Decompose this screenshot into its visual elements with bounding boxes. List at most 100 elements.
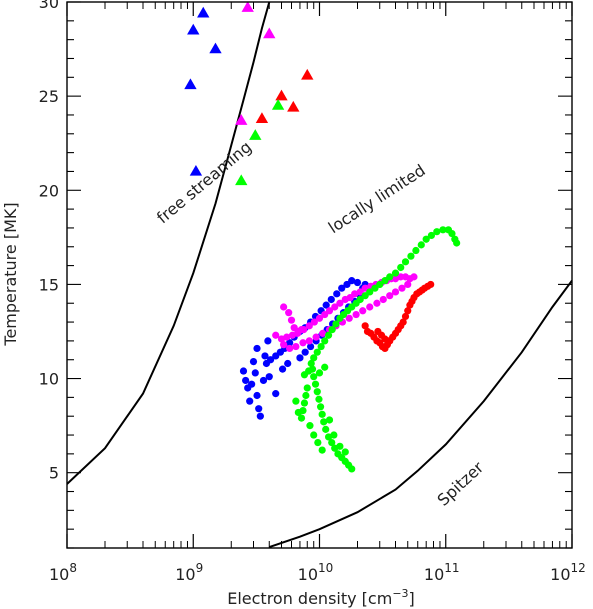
circle-point (327, 295, 335, 304)
triangle-point (209, 42, 222, 54)
circle-point (384, 337, 392, 345)
circle-point (283, 333, 291, 341)
triangle-point (241, 2, 254, 12)
circle-point (322, 301, 330, 309)
circle-point (333, 290, 341, 298)
circle-point (264, 337, 272, 345)
triangle-point (271, 99, 285, 110)
circle-point (407, 252, 415, 260)
circle-point (439, 226, 447, 234)
triangle-point (287, 100, 300, 112)
circle-point (334, 450, 342, 458)
circle-point (286, 344, 294, 353)
circle-point (301, 348, 309, 356)
circle-point (305, 337, 313, 345)
circle-point (322, 425, 330, 433)
circle-point (401, 312, 410, 321)
data-points (184, 2, 461, 473)
circle-point (356, 295, 364, 304)
circle-point (359, 307, 367, 315)
circle-point (448, 229, 456, 238)
circle-point (299, 339, 307, 347)
circle-point (404, 307, 412, 315)
x-tick-label: 1011 (424, 561, 460, 584)
plot-frame (66, 1, 573, 549)
y-axis-ticks: 5 10 15 20 25 30 (39, 0, 572, 549)
y-axis-title: Temperature [MK] (1, 202, 20, 346)
circle-point (391, 269, 400, 277)
circle-point (328, 326, 336, 334)
triangle-point (235, 174, 248, 186)
circle-point (315, 369, 324, 377)
circle-point (288, 331, 296, 339)
circle-point (319, 329, 327, 337)
circle-point (324, 331, 333, 339)
circle-point (303, 384, 311, 392)
circle-point (306, 422, 314, 430)
circle-point (249, 358, 258, 366)
circle-point (278, 365, 287, 373)
x-tick-label: 1010 (298, 561, 334, 584)
circle-point (353, 278, 362, 287)
triangle-point (184, 78, 197, 90)
circle-point (300, 399, 309, 407)
y-tick-label: 5 (49, 464, 59, 483)
circle-point (272, 390, 280, 398)
circle-point (328, 438, 336, 447)
circle-point (246, 397, 254, 405)
circle-point (332, 320, 340, 328)
triangle-point (275, 89, 288, 101)
triangle-point (187, 23, 200, 35)
circle-point (251, 369, 259, 377)
circle-point (315, 395, 323, 403)
curve-Spitzer (268, 280, 572, 548)
circle-point (320, 418, 328, 426)
circle-point (351, 290, 359, 298)
triangle-point (249, 129, 262, 140)
circle-point (412, 246, 420, 255)
circle-point (239, 367, 248, 375)
circle-point (331, 303, 339, 311)
circle-point (404, 280, 412, 289)
circle-point (248, 380, 256, 388)
circle-point (379, 295, 387, 304)
circle-point (310, 354, 318, 362)
circle-point (310, 318, 318, 326)
curve-free-streaming (67, 2, 271, 485)
circle-point (253, 344, 261, 353)
circle-point (341, 448, 349, 456)
circle-point (336, 299, 344, 307)
x-tick-label: 109 (175, 561, 203, 584)
circle-point (314, 438, 322, 447)
circle-point (356, 288, 364, 296)
circle-point (297, 414, 306, 422)
annotation-Spitzer: Spitzer (434, 457, 488, 509)
circle-point (422, 235, 430, 243)
x-tick-label: 108 (49, 561, 77, 584)
y-tick-label: 10 (39, 370, 59, 389)
circle-point (305, 322, 313, 330)
circle-point (302, 391, 310, 400)
circle-point (336, 442, 344, 450)
circle-point (310, 373, 318, 381)
circle-point (259, 376, 268, 385)
circle-point (265, 373, 273, 381)
y-tick-label: 15 (39, 275, 59, 294)
circle-point (361, 322, 369, 330)
circle-point (318, 446, 326, 454)
circle-point (366, 303, 374, 311)
circle-point (348, 277, 356, 285)
circle-point (316, 403, 325, 411)
circle-point (284, 359, 292, 368)
circle-point (313, 348, 321, 356)
circle-point (386, 292, 394, 300)
circle-point (398, 284, 406, 292)
circle-point (386, 273, 394, 281)
circle-point (391, 288, 400, 296)
circle-point (267, 356, 275, 364)
circle-point (352, 310, 360, 319)
circle-point (280, 341, 288, 349)
circle-point (321, 363, 329, 371)
